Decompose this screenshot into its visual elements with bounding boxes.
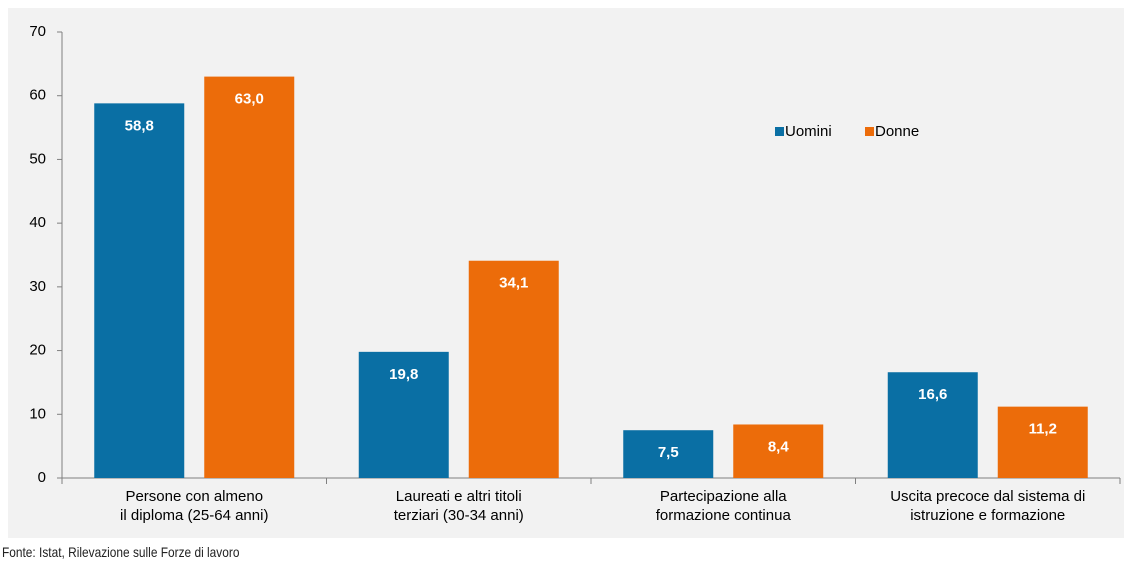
y-tick-label: 40 bbox=[29, 214, 46, 231]
y-tick-label: 70 bbox=[29, 23, 46, 40]
bar bbox=[468, 260, 559, 478]
bar bbox=[887, 372, 978, 478]
x-tick-label: Persone con almeno il diploma (25-64 ann… bbox=[120, 488, 269, 524]
data-label: 11,2 bbox=[1029, 421, 1057, 438]
data-label: 63,0 bbox=[235, 91, 264, 108]
bar bbox=[997, 406, 1088, 478]
data-label: 7,5 bbox=[658, 444, 679, 461]
x-tick-label: Uscita precoce dal sistema di istruzione… bbox=[890, 488, 1086, 524]
legend-swatch bbox=[865, 127, 874, 136]
y-tick-label: 60 bbox=[29, 87, 46, 104]
bar bbox=[94, 103, 185, 479]
y-tick-label: 50 bbox=[29, 150, 46, 167]
legend-label: Donne bbox=[875, 123, 919, 140]
y-tick-label: 20 bbox=[29, 342, 46, 359]
data-label: 34,1 bbox=[499, 275, 528, 292]
y-tick-label: 30 bbox=[29, 278, 46, 295]
data-label: 16,6 bbox=[918, 386, 947, 403]
data-label: 58,8 bbox=[125, 117, 154, 134]
bar bbox=[733, 424, 824, 478]
bar bbox=[358, 351, 449, 478]
y-tick-label: 0 bbox=[38, 469, 46, 486]
x-tick-label: Laureati e altri titoli terziari (30-34 … bbox=[393, 488, 524, 524]
data-label: 8,4 bbox=[768, 438, 790, 455]
legend-label: Uomini bbox=[785, 123, 832, 140]
source: Fonte: Istat, Rilevazione sulle Forze di… bbox=[2, 544, 240, 560]
legend-swatch bbox=[775, 127, 784, 136]
data-label: 19,8 bbox=[389, 366, 418, 383]
bar bbox=[204, 76, 295, 478]
y-tick-label: 10 bbox=[29, 405, 46, 422]
x-tick-label: Partecipazione alla formazione continua bbox=[655, 488, 791, 524]
bar bbox=[623, 430, 714, 478]
